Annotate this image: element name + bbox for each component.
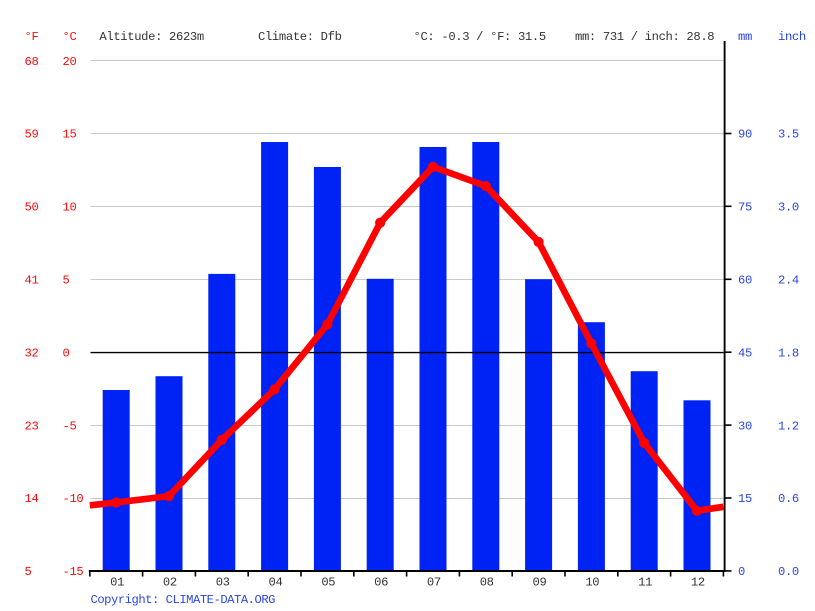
svg-text:04: 04 — [269, 576, 283, 590]
svg-text:05: 05 — [321, 576, 335, 590]
svg-text:5: 5 — [63, 274, 70, 288]
svg-text:0.6: 0.6 — [778, 492, 799, 506]
svg-text:20: 20 — [63, 55, 77, 69]
svg-text:mm: mm — [738, 30, 752, 44]
svg-text:Altitude: 2623m: Altitude: 2623m — [99, 30, 203, 44]
svg-text:Climate: Dfb: Climate: Dfb — [258, 30, 342, 44]
svg-text:inch: inch — [778, 30, 806, 44]
svg-text:1.2: 1.2 — [778, 419, 799, 433]
svg-text:90: 90 — [738, 128, 752, 142]
svg-text:°C: -0.3 / °F: 31.5: °C: -0.3 / °F: 31.5 — [414, 30, 546, 44]
svg-text:-15: -15 — [63, 565, 84, 579]
svg-text:0: 0 — [738, 565, 745, 579]
svg-text:11: 11 — [638, 576, 652, 590]
svg-text:03: 03 — [216, 576, 230, 590]
svg-text:3.0: 3.0 — [778, 201, 799, 215]
svg-text:50: 50 — [25, 201, 39, 215]
svg-text:60: 60 — [738, 274, 752, 288]
svg-text:mm: 731 / inch: 28.8: mm: 731 / inch: 28.8 — [575, 30, 714, 44]
svg-text:10: 10 — [585, 576, 599, 590]
svg-text:07: 07 — [427, 576, 441, 590]
svg-text:10: 10 — [63, 201, 77, 215]
svg-text:06: 06 — [374, 576, 388, 590]
svg-text:15: 15 — [738, 492, 752, 506]
svg-text:1.8: 1.8 — [778, 346, 799, 360]
svg-text:45: 45 — [738, 346, 752, 360]
svg-text:02: 02 — [163, 576, 177, 590]
svg-text:08: 08 — [480, 576, 494, 590]
svg-text:2.4: 2.4 — [778, 274, 799, 288]
svg-text:15: 15 — [63, 128, 77, 142]
svg-text:3.5: 3.5 — [778, 128, 799, 142]
svg-text:14: 14 — [25, 492, 39, 506]
svg-text:-5: -5 — [63, 419, 77, 433]
svg-text:32: 32 — [25, 346, 39, 360]
svg-text:23: 23 — [25, 419, 39, 433]
svg-text:41: 41 — [25, 274, 39, 288]
svg-text:12: 12 — [691, 576, 705, 590]
svg-text:0.0: 0.0 — [778, 565, 799, 579]
svg-text:59: 59 — [25, 128, 39, 142]
svg-text:01: 01 — [110, 576, 124, 590]
svg-text:°F: °F — [25, 30, 39, 44]
svg-text:09: 09 — [533, 576, 547, 590]
svg-text:68: 68 — [25, 55, 39, 69]
svg-text:5: 5 — [25, 565, 32, 579]
svg-text:Copyright: CLIMATE-DATA.ORG: Copyright: CLIMATE-DATA.ORG — [91, 593, 276, 607]
svg-text:75: 75 — [738, 201, 752, 215]
svg-text:30: 30 — [738, 419, 752, 433]
svg-text:-10: -10 — [63, 492, 84, 506]
svg-text:°C: °C — [63, 30, 77, 44]
svg-text:0: 0 — [63, 346, 70, 360]
